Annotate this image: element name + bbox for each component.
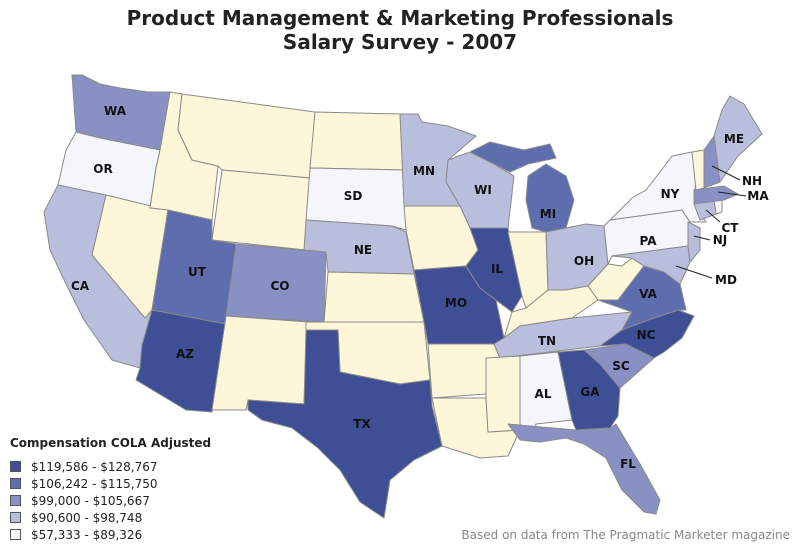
label-me: ME: [724, 132, 744, 146]
state-mi-upper: [469, 141, 557, 173]
state-ma: [693, 185, 739, 205]
label-md: MD: [715, 273, 737, 287]
label-az: AZ: [176, 347, 194, 361]
label-ma: MA: [747, 189, 769, 203]
label-wi: WI: [474, 183, 492, 197]
state-ny: [609, 151, 707, 223]
label-mn: MN: [413, 164, 435, 178]
state-fl: [507, 423, 661, 515]
label-oh: OH: [574, 254, 594, 268]
legend-label: $106,242 - $115,750: [31, 476, 158, 491]
legend-item: $99,000 - $105,667: [10, 492, 211, 509]
label-fl: FL: [620, 457, 636, 471]
label-ct: CT: [722, 221, 740, 235]
leader-md: [675, 265, 713, 279]
legend-swatch: [10, 512, 21, 523]
legend-label: $57,333 - $89,326: [31, 527, 143, 542]
state-wy: [211, 169, 311, 251]
label-or: OR: [93, 162, 112, 176]
legend-item: $90,600 - $98,748: [10, 509, 211, 526]
label-ca: CA: [71, 279, 90, 293]
legend-title: Compensation COLA Adjusted: [10, 436, 212, 450]
state-az: [135, 309, 227, 413]
state-me: [713, 95, 763, 183]
state-nm: [211, 315, 309, 411]
label-sd: SD: [344, 189, 363, 203]
label-al: AL: [535, 387, 552, 401]
state-ms: [485, 355, 521, 433]
leader-ma: [717, 191, 747, 197]
label-co: CO: [270, 279, 289, 293]
legend-label: $90,600 - $98,748: [31, 510, 143, 525]
label-nh: NH: [742, 174, 762, 188]
legend-item: $57,333 - $89,326: [10, 526, 211, 543]
state-ri: [713, 199, 723, 215]
label-wa: WA: [104, 104, 127, 118]
leader-ct: [705, 209, 721, 223]
label-mo: MO: [445, 296, 467, 310]
label-il: IL: [491, 262, 503, 276]
state-va: [597, 265, 687, 331]
label-nj: NJ: [713, 233, 728, 247]
label-pa: PA: [640, 234, 658, 248]
label-ny: NY: [661, 187, 680, 201]
label-ga: GA: [580, 385, 600, 399]
legend-swatch: [10, 495, 21, 506]
leader-nh: [711, 165, 741, 181]
label-ut: UT: [188, 265, 207, 279]
legend-swatch: [10, 461, 21, 472]
legend-label: $119,586 - $128,767: [31, 459, 158, 474]
leader-nj: [693, 235, 711, 241]
label-ne: NE: [354, 243, 372, 257]
label-va: VA: [639, 287, 657, 301]
label-sc: SC: [612, 359, 630, 373]
legend-swatch: [10, 478, 21, 489]
legend-item: $119,586 - $128,767: [10, 458, 211, 475]
legend-item: $106,242 - $115,750: [10, 475, 211, 492]
state-nj: [687, 221, 701, 263]
state-tx: [247, 329, 443, 519]
legend-label: $99,000 - $105,667: [31, 493, 150, 508]
label-mi: MI: [540, 207, 556, 221]
legend-swatch: [10, 529, 21, 540]
map-title: Product Management & Marketing Professio…: [0, 6, 800, 54]
label-nc: NC: [637, 328, 656, 342]
label-tn: TN: [538, 334, 556, 348]
state-mi: [525, 163, 575, 233]
title-line-1: Product Management & Marketing Professio…: [126, 6, 674, 30]
state-nd: [309, 111, 405, 171]
title-line-2: Salary Survey - 2007: [282, 30, 518, 54]
state-ks: [323, 271, 425, 323]
source-note: Based on data from The Pragmatic Markete…: [461, 528, 790, 542]
label-tx: TX: [353, 417, 371, 431]
state-sd: [305, 167, 407, 231]
legend: Compensation COLA Adjusted $119,586 - $1…: [10, 436, 211, 543]
